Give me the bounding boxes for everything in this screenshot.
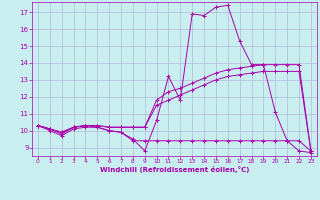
X-axis label: Windchill (Refroidissement éolien,°C): Windchill (Refroidissement éolien,°C) (100, 166, 249, 173)
